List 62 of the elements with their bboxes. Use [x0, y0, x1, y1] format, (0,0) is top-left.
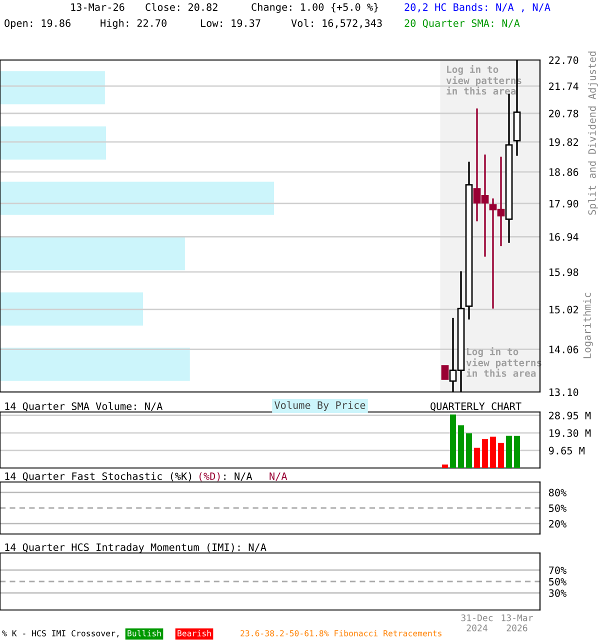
bar	[498, 442, 504, 468]
bar	[474, 448, 480, 468]
text: 13-Mar-26	[71, 3, 124, 11]
text: 20,2 HC Bands: N/A , N/A	[404, 3, 550, 12]
text: Close: 20.82	[146, 3, 218, 11]
bar	[482, 439, 488, 468]
y-tick-label: 20.78	[549, 110, 578, 118]
text: N/A	[270, 472, 288, 481]
text: Bullish	[128, 630, 161, 636]
bar	[0, 348, 190, 381]
text: Vol: 16,572,343	[291, 19, 382, 28]
chart-title: 14 Quarter Fast Stochastic (%K)	[5, 472, 192, 482]
y-tick-label: 20%	[549, 520, 566, 528]
y-tick-label: 30%	[549, 589, 566, 597]
x-tick-label: 31-Dec 2024	[461, 614, 493, 632]
bar	[490, 436, 496, 468]
text: Open: 19.86	[4, 19, 70, 29]
bar	[450, 414, 456, 468]
bar	[0, 237, 185, 270]
y-tick-label: 18.86	[550, 168, 578, 176]
y-tick-label: 16.94	[550, 233, 578, 241]
bar	[0, 292, 144, 326]
text: High: 22.70	[100, 19, 166, 29]
text: Volume By Price	[274, 401, 366, 411]
bar	[458, 425, 464, 468]
text: Change: 1.00 {+5.0 %}	[252, 3, 378, 13]
bar	[466, 433, 472, 468]
text: % K - HCS IMI Crossover,	[2, 630, 118, 638]
y-tick-label: 17.90	[550, 200, 578, 208]
bar	[0, 71, 105, 104]
text: 14 Quarter SMA Volume: N/A	[5, 402, 163, 412]
y-tick-label: 19.82	[550, 138, 578, 146]
text: 20 Quarter SMA: N/A	[404, 19, 520, 28]
text: QUARTERLY CHART	[430, 402, 522, 412]
bar	[442, 464, 448, 468]
y-tick-label: 28.95 M	[549, 412, 591, 420]
y-tick-label: 13.10	[550, 388, 578, 396]
y-tick-label: 80%	[548, 488, 566, 496]
x-tick-label: 13-Mar 2026	[502, 614, 533, 632]
y-tick-label: 50%	[549, 504, 566, 512]
bar	[0, 182, 274, 215]
y-tick-label: 14.06	[550, 346, 578, 354]
y-tick-label: 70%	[549, 566, 566, 574]
y-axis-title: Split and Dividend Adjusted	[588, 52, 598, 215]
y-tick-label: 22.70	[549, 56, 578, 64]
text: 23.6-38.2-50-61.8% Fibonacci Retracements	[240, 630, 442, 636]
y-tick-label: 50%	[549, 578, 566, 586]
y-tick-label: 9.65 M	[548, 446, 585, 454]
y-tick-label: 19.30 M	[550, 429, 591, 437]
bar	[514, 436, 520, 468]
y-tick-label: 21.74	[549, 82, 578, 90]
text: Bearish	[178, 630, 211, 636]
text: Logarithmic	[583, 292, 593, 358]
bar	[506, 436, 512, 468]
text: 14 Quarter HCS Intraday Momentum (IMI): N/A	[5, 543, 266, 553]
text: : N/A	[224, 472, 252, 481]
text: Low: 19.37	[201, 19, 260, 27]
text: (%D)	[199, 472, 220, 482]
candlestick	[441, 365, 449, 380]
y-tick-label: 15.98	[550, 268, 578, 276]
y-tick-label: 15.02	[550, 306, 578, 314]
bar	[0, 126, 106, 160]
